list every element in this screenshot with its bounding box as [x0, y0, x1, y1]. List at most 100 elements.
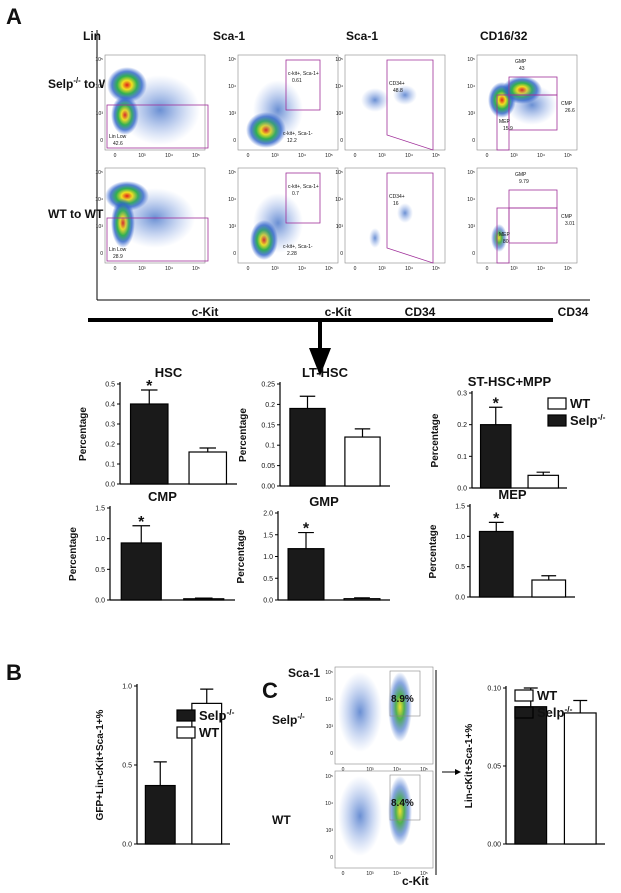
column-header: CD16/32	[480, 29, 528, 43]
error-bar	[200, 688, 214, 704]
chart-title: GMP	[309, 494, 339, 509]
tick-label: 10⁴	[228, 84, 236, 90]
tick-label: 10³	[378, 153, 386, 159]
tick-label: 10⁵	[564, 266, 572, 272]
y-tick-label: 0.5	[95, 567, 105, 574]
legend-swatch	[514, 689, 534, 702]
tick-label: 0	[100, 251, 103, 257]
bar	[563, 712, 597, 845]
bar	[514, 706, 548, 845]
tick-label: 10⁵	[192, 153, 200, 159]
tick-label: 0	[342, 871, 345, 877]
density	[361, 88, 389, 112]
y-tick-label: 1.5	[263, 532, 273, 539]
panel-label: A	[6, 4, 22, 29]
y-tick-label: 0.00	[487, 842, 501, 849]
tick-label: 0	[247, 266, 250, 272]
tick-label: 10³	[468, 111, 476, 117]
tick-label: 10³	[510, 266, 518, 272]
y-tick-label: 0.25	[261, 382, 275, 389]
tick-label: 0	[342, 767, 345, 773]
label-sup: -/-	[297, 712, 305, 721]
bar	[287, 548, 325, 601]
bar	[191, 702, 223, 845]
gate	[106, 104, 209, 149]
tick-label: 10³	[336, 224, 344, 230]
tick-label: 10⁴	[228, 197, 236, 203]
gate-name: GMP	[515, 172, 527, 178]
label-text: Selp	[570, 413, 598, 428]
x-axis-label: CD34	[405, 305, 436, 319]
tick-label: 0	[354, 266, 357, 272]
annotation: *	[146, 378, 153, 395]
legend-swatch	[176, 709, 196, 722]
label-text: WT	[272, 813, 291, 827]
tick-label: 10⁵	[325, 670, 333, 676]
tick-label: 10⁵	[420, 871, 428, 877]
y-tick-label: 0.05	[487, 764, 501, 771]
gate-name: Lin Low	[109, 247, 127, 253]
tick-label: 10⁵	[564, 153, 572, 159]
tick-label: 0	[354, 153, 357, 159]
error-bar	[354, 597, 370, 599]
y-tick-label: 0.5	[263, 576, 273, 583]
gate	[496, 94, 510, 151]
gate-value: 3.01	[565, 221, 575, 227]
tick-label: 0	[100, 138, 103, 144]
annotation: *	[493, 510, 500, 527]
tick-label: 10⁴	[537, 266, 545, 272]
gate	[285, 59, 321, 111]
label-sup: -/-	[73, 76, 81, 85]
gate-value: 43	[519, 66, 525, 72]
tick-label: 10⁵	[467, 170, 475, 176]
tick-label: 0	[472, 138, 475, 144]
tick-label: 10⁴	[298, 153, 306, 159]
gate-name: c-kit+, Sca-1-	[283, 131, 313, 137]
y-axis-label: Percentage	[78, 407, 89, 461]
panel-label: B	[6, 660, 22, 685]
y-tick-label: 0.2	[457, 422, 467, 429]
y-axis-label: Percentage	[68, 527, 79, 581]
tick-label: 10³	[271, 153, 279, 159]
gate-name: MEP	[499, 232, 511, 238]
label: Selp-/-	[272, 712, 305, 727]
gate-name: c-kit+, Sca-1-	[283, 244, 313, 250]
error-bar	[199, 447, 216, 452]
tick-label: 10³	[468, 224, 476, 230]
tick-label: 10⁴	[165, 266, 173, 272]
gate-value: 2.28	[287, 251, 297, 257]
tick-label: 0	[330, 855, 333, 861]
x-axis-label: c-Kit	[325, 305, 352, 319]
bar	[478, 530, 514, 598]
label-text: WT to WT	[48, 207, 104, 221]
gate-value: 8.4%	[391, 798, 414, 809]
y-axis-label: Sca-1	[288, 666, 320, 680]
density	[253, 80, 303, 140]
density	[120, 75, 200, 145]
tick-label: 0	[114, 153, 117, 159]
error-bar	[573, 699, 588, 713]
density	[338, 776, 382, 856]
x-axis-label: c-Kit	[192, 305, 219, 319]
flow-plot	[344, 167, 446, 264]
y-tick-label: 0.1	[105, 462, 115, 469]
label: WT	[272, 813, 291, 827]
bar	[531, 579, 567, 598]
density	[397, 203, 413, 223]
density	[507, 85, 557, 125]
label-text: Selp	[199, 708, 227, 723]
gate-value: 42.6	[113, 141, 123, 147]
label-text: Selp	[48, 77, 73, 91]
tick-label: 10⁴	[405, 153, 413, 159]
y-axis-label: GFP+Lin-cKit+Sca-1+%	[95, 709, 106, 820]
tick-label: 10⁵	[432, 266, 440, 272]
y-tick-label: 0.1	[457, 454, 467, 461]
gate-name: CMP	[561, 101, 573, 107]
x-axis-label: c-Kit	[402, 874, 429, 888]
bar	[479, 424, 512, 489]
y-tick-label: 0.0	[105, 482, 115, 489]
tick-label: 10³	[229, 224, 237, 230]
tick-label: 10⁴	[165, 153, 173, 159]
bar	[129, 403, 169, 485]
gate-name: Lin Low	[109, 134, 127, 140]
